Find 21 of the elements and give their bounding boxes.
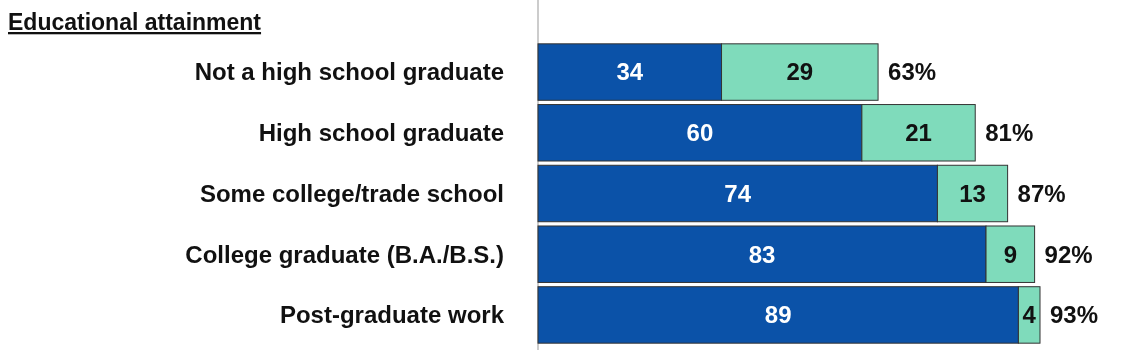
data-label: 89 xyxy=(764,301,792,329)
total-label: 92% xyxy=(1044,240,1093,268)
data-label: 21 xyxy=(905,119,932,147)
total-label: 93% xyxy=(1050,301,1099,329)
data-label: 9 xyxy=(1003,240,1017,268)
data-label: 60 xyxy=(686,119,714,147)
data-label: 29 xyxy=(786,58,814,86)
total-label: 63% xyxy=(888,58,937,86)
data-label: 4 xyxy=(1022,301,1037,329)
y-tick-label: Some college/trade school xyxy=(199,179,504,207)
y-tick-label: College graduate (B.A./B.S.) xyxy=(185,240,504,268)
data-label: 34 xyxy=(616,58,644,86)
y-tick-label: Not a high school graduate xyxy=(194,58,504,86)
total-label: 81% xyxy=(985,119,1034,147)
y-tick-label: High school graduate xyxy=(258,119,504,147)
total-label: 87% xyxy=(1017,179,1066,207)
y-tick-label: Post-graduate work xyxy=(279,301,505,329)
data-label: 74 xyxy=(724,179,752,207)
text: Educational attainment xyxy=(8,9,262,35)
data-label: 83 xyxy=(748,240,776,268)
data-label: 13 xyxy=(959,179,986,207)
